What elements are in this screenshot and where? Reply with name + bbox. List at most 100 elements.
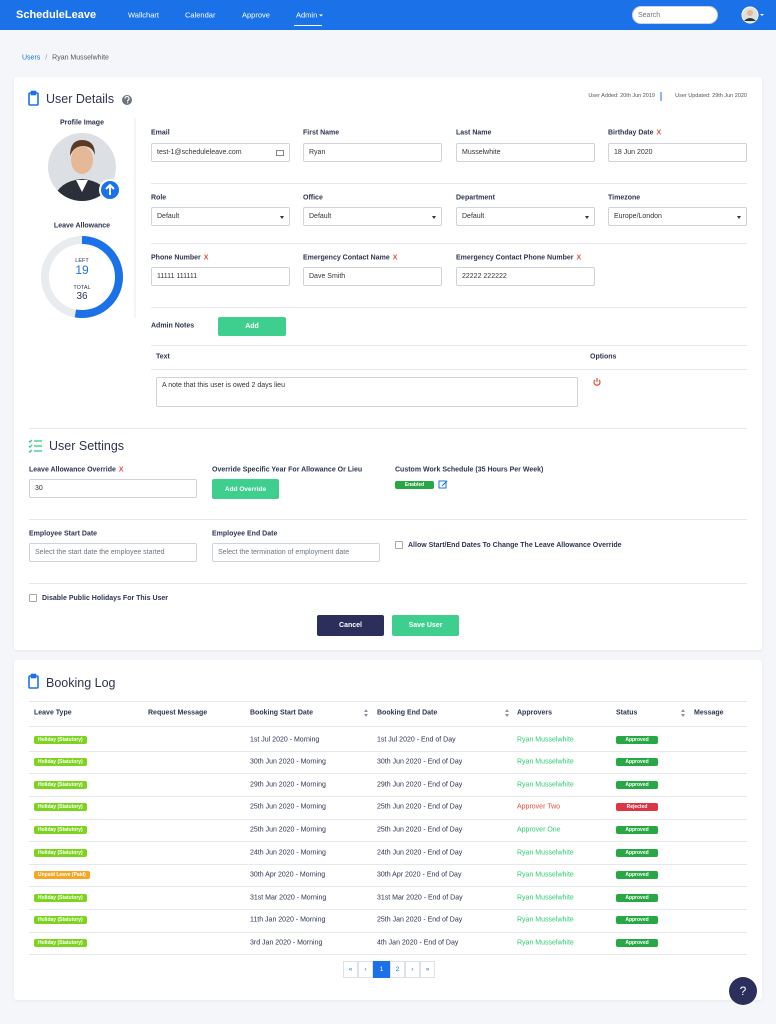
approver: Ryan Musselwhite <box>517 871 574 879</box>
approver: Ryan Musselwhite <box>517 939 574 947</box>
text-input[interactable]: test-1@scheduleleave.com <box>151 143 290 162</box>
power-icon <box>593 378 601 386</box>
leave-type-badge: Holiday (Statutory) <box>34 803 87 812</box>
field-label: Custom Work Schedule (35 Hours Per Week) <box>395 466 544 474</box>
field-label: Role <box>151 195 166 202</box>
cancel-button[interactable]: Cancel <box>317 615 384 636</box>
text-input[interactable]: 18 Jun 2020 <box>608 143 747 162</box>
approver: Ryan Musselwhite <box>517 849 574 856</box>
select-arrow <box>432 215 436 221</box>
text-input[interactable]: Ryan <box>303 143 442 162</box>
nav-link[interactable]: Approve <box>242 10 270 20</box>
label-text: Emergency Contact Name <box>303 254 390 262</box>
label-text: Role <box>151 194 167 202</box>
brand[interactable]: ScheduleLeave <box>16 9 97 21</box>
checkbox[interactable]: Disable Public Holidays For This User <box>29 594 168 602</box>
required-mark: X <box>576 254 582 262</box>
label-text: Last Name <box>456 129 492 137</box>
required-mark: X <box>392 254 398 262</box>
help-label[interactable]: ? <box>739 984 747 998</box>
nav-link[interactable]: Calendar <box>185 10 216 20</box>
input-value: Ryan <box>309 149 326 156</box>
left-value: 19 <box>75 263 89 277</box>
input-icon <box>276 149 284 156</box>
text-input[interactable]: Musselwhite <box>456 143 595 162</box>
user-menu[interactable] <box>741 6 764 24</box>
help-button[interactable] <box>729 977 757 1005</box>
save-button[interactable]: Save User <box>392 615 459 636</box>
select[interactable]: Europe/London <box>608 207 747 226</box>
required-mark: X <box>203 254 209 262</box>
sort-icon <box>364 709 368 717</box>
end-date: 25th Jun 2020 - End of Day <box>377 803 463 811</box>
nav-link[interactable]: Wallchart <box>128 10 159 20</box>
text-input[interactable]: 11111 111111 <box>151 267 290 286</box>
approver: Ryan Musselwhite <box>517 758 574 766</box>
start-date-input[interactable]: Select the start date the employee start… <box>29 543 197 562</box>
card-title: User Details <box>46 92 115 106</box>
card-title: Booking Log <box>46 676 116 690</box>
input-value: 18 Jun 2020 <box>614 149 653 156</box>
leave-type-badge: Holiday (Statutory) <box>34 780 87 789</box>
sort-icon <box>681 709 685 717</box>
select[interactable]: Default <box>151 207 290 226</box>
field-label: Timezone <box>608 195 640 202</box>
status-badge: Approved <box>616 825 658 834</box>
page-button[interactable]: ‹ <box>358 961 373 978</box>
page-button[interactable]: 2 <box>390 961 405 978</box>
text-input[interactable]: Dave Smith <box>303 267 442 286</box>
approver: Ryan Musselwhite <box>517 894 574 902</box>
leave-type-badge: Holiday (Statutory) <box>34 848 87 857</box>
field-label: Email <box>151 130 170 137</box>
status-badge: Approved <box>616 916 658 925</box>
separator <box>151 243 747 244</box>
label-text: First Name <box>303 129 340 137</box>
avatar <box>48 133 121 201</box>
status-badge: Approved <box>616 871 658 880</box>
row-separator <box>29 863 747 865</box>
select[interactable]: Default <box>456 207 595 226</box>
profile-label: Profile Image <box>60 119 104 127</box>
end-date: 25th Jan 2020 - End of Day <box>377 916 463 924</box>
column-header[interactable]: Booking End Date <box>377 709 438 717</box>
checkbox[interactable]: Allow Start/End Dates To Change The Leav… <box>395 541 622 549</box>
end-date: 25th Jun 2020 - End of Day <box>377 826 463 834</box>
add-override-button[interactable]: Add Override <box>212 479 279 499</box>
caret[interactable] <box>319 14 324 19</box>
field-label: Office <box>303 195 323 202</box>
page-button[interactable]: › <box>405 961 420 978</box>
text-input[interactable]: 22222 222222 <box>456 267 595 286</box>
separator <box>151 345 747 346</box>
separator <box>29 583 747 584</box>
breadcrumb-link[interactable]: Users <box>22 54 41 62</box>
note-text[interactable]: A note that this user is owed 2 days lie… <box>156 377 578 407</box>
override-input[interactable]: 30 <box>29 479 197 498</box>
search-input[interactable]: Search <box>632 6 718 24</box>
field-label: Override Specific Year For Allowance Or … <box>212 466 363 474</box>
approver: Approver One <box>517 826 561 834</box>
edit-icon[interactable] <box>438 480 448 489</box>
select[interactable]: Default <box>303 207 442 226</box>
nav-link[interactable]: Admin <box>296 11 324 20</box>
settings-icon <box>28 439 42 453</box>
end-date: 4th Jan 2020 - End of Day <box>377 939 459 947</box>
end-date-input[interactable]: Select the termination of employment dat… <box>212 543 380 562</box>
clipboard-icon <box>28 90 39 689</box>
separator <box>29 726 747 727</box>
separator <box>29 428 747 429</box>
column-header: Leave Type <box>34 709 72 717</box>
approver: Ryan Musselwhite <box>517 736 574 743</box>
add-note-button[interactable]: Add <box>218 317 286 336</box>
page-button[interactable]: » <box>420 961 435 978</box>
column-header[interactable]: Status <box>616 709 638 717</box>
start-date: 3rd Jan 2020 - Morning <box>250 939 323 947</box>
row-separator <box>29 886 747 888</box>
separator <box>29 701 747 702</box>
page-button[interactable]: « <box>343 961 358 978</box>
donut-arc <box>41 236 123 318</box>
breadcrumb-current: Ryan Musselwhite <box>52 54 109 62</box>
page-button[interactable]: 1 <box>373 961 390 978</box>
row-separator <box>29 773 747 775</box>
column-header[interactable]: Booking Start Date <box>250 709 314 717</box>
